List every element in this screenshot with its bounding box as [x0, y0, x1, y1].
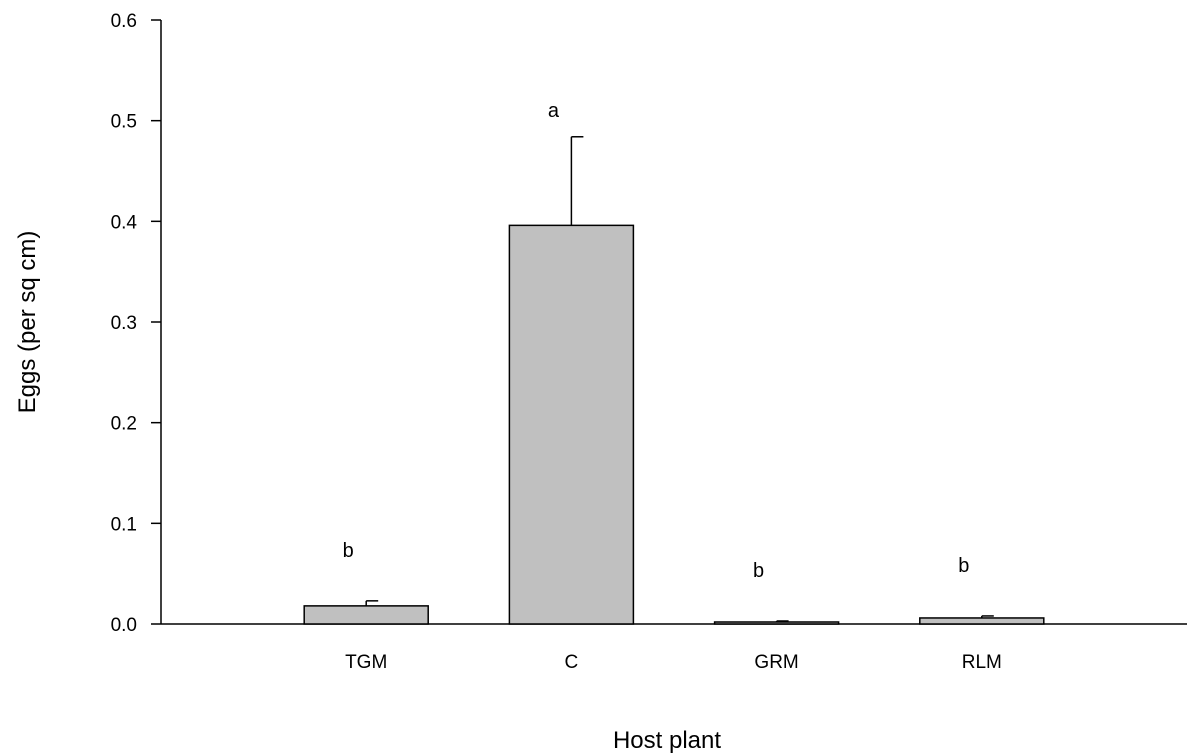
x-tick-label-rlm: RLM — [962, 652, 1002, 673]
bar-rlm — [919, 617, 1045, 625]
y-tick-label: 0.1 — [111, 514, 137, 535]
bar-c — [508, 224, 635, 625]
bar-grm — [713, 621, 840, 625]
y-tick-label: 0.2 — [111, 414, 137, 435]
bar-tgm — [303, 605, 429, 625]
axes — [160, 20, 1187, 625]
y-tick-label: 0.6 — [111, 11, 137, 32]
x-tick-label-c: C — [565, 652, 579, 673]
y-axis-title: Eggs (per sq cm) — [14, 231, 41, 414]
significance-label-tgm: b — [343, 540, 354, 562]
significance-label-grm: b — [753, 560, 764, 582]
x-axis-ticks: TGM C GRM RLM — [345, 652, 1002, 673]
significance-label-c: a — [548, 100, 560, 122]
y-tick-label: 0.4 — [111, 212, 138, 233]
y-tick-label: 0.0 — [111, 615, 137, 636]
bars: b a b b — [303, 100, 1045, 625]
y-tick-label: 0.5 — [111, 112, 137, 133]
x-tick-label-tgm: TGM — [345, 652, 387, 673]
x-tick-label-grm: GRM — [754, 652, 798, 673]
significance-label-rlm: b — [958, 555, 969, 577]
x-axis-title: Host plant — [613, 727, 721, 754]
y-axis-ticks: 0.0 0.1 0.2 0.3 0.4 0.5 0.6 — [111, 11, 161, 636]
y-tick-label: 0.3 — [111, 313, 137, 334]
